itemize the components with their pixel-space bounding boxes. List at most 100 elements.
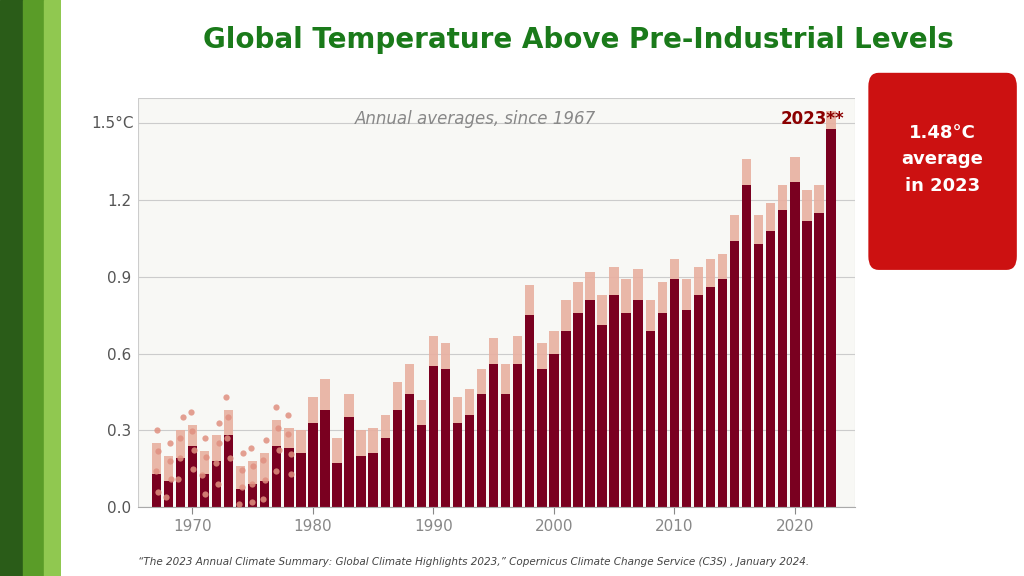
Bar — [766, 231, 775, 507]
Bar — [176, 430, 185, 458]
Bar — [429, 336, 438, 366]
Bar — [296, 453, 305, 507]
Bar — [706, 259, 715, 287]
Bar — [465, 415, 474, 507]
Bar — [754, 244, 763, 507]
Bar — [501, 395, 510, 507]
Bar — [200, 450, 209, 473]
Bar — [164, 456, 173, 482]
Bar — [138, 98, 855, 507]
Bar — [212, 461, 221, 507]
Bar — [429, 366, 438, 507]
Bar — [791, 182, 800, 507]
Bar — [730, 241, 739, 507]
Bar — [404, 364, 414, 395]
Bar — [742, 160, 752, 185]
Bar — [586, 272, 595, 300]
Bar — [417, 425, 426, 507]
Bar — [260, 482, 269, 507]
Bar — [344, 418, 353, 507]
Bar — [392, 410, 402, 507]
Bar — [622, 279, 631, 313]
Bar — [236, 489, 246, 507]
Bar — [296, 430, 305, 453]
Bar — [718, 279, 727, 507]
Bar — [573, 313, 583, 507]
Bar — [369, 453, 378, 507]
Bar — [657, 282, 667, 313]
Bar — [236, 466, 246, 489]
Bar — [200, 473, 209, 507]
Bar — [164, 482, 173, 507]
Bar — [586, 300, 595, 507]
Bar — [525, 315, 535, 507]
Bar — [826, 128, 836, 507]
Bar — [778, 185, 787, 210]
Bar — [525, 285, 535, 315]
Bar — [392, 382, 402, 410]
Bar — [718, 254, 727, 279]
Text: 1.48°C
average
in 2023: 1.48°C average in 2023 — [902, 124, 983, 195]
Bar — [344, 395, 353, 418]
Bar — [513, 336, 522, 364]
Bar — [597, 325, 607, 507]
Bar — [609, 267, 618, 295]
Bar — [477, 369, 486, 395]
Bar — [538, 369, 547, 507]
Text: 2023**: 2023** — [780, 110, 844, 128]
Bar — [272, 446, 282, 507]
Bar — [501, 364, 510, 395]
Bar — [645, 300, 655, 331]
Bar — [693, 295, 703, 507]
Bar — [814, 185, 823, 213]
Bar — [404, 395, 414, 507]
Bar — [224, 435, 233, 507]
Text: Annual averages, since 1967: Annual averages, since 1967 — [354, 110, 596, 128]
Bar — [321, 379, 330, 410]
Bar — [24, 0, 44, 576]
Bar — [356, 456, 366, 507]
Bar — [488, 364, 499, 507]
Bar — [513, 364, 522, 507]
Bar — [573, 282, 583, 313]
Bar — [187, 425, 198, 446]
Bar — [308, 397, 317, 423]
Bar — [248, 461, 257, 484]
Bar — [212, 435, 221, 461]
Bar — [272, 420, 282, 446]
Bar — [308, 423, 317, 507]
Bar — [488, 338, 499, 364]
Bar — [778, 210, 787, 507]
Bar — [381, 415, 390, 438]
Bar — [538, 343, 547, 369]
Bar — [260, 453, 269, 482]
Bar — [248, 484, 257, 507]
Bar — [321, 410, 330, 507]
FancyBboxPatch shape — [868, 73, 1017, 270]
Bar — [670, 259, 679, 279]
Bar — [730, 215, 739, 241]
Bar — [561, 331, 570, 507]
Bar — [561, 300, 570, 331]
Bar — [802, 221, 812, 507]
Bar — [333, 464, 342, 507]
Bar — [597, 295, 607, 325]
Bar — [549, 354, 558, 507]
Bar — [440, 369, 451, 507]
Bar — [381, 438, 390, 507]
Bar — [284, 427, 294, 448]
Bar — [802, 190, 812, 221]
Bar — [645, 331, 655, 507]
Text: “The 2023 Annual Climate Summary: Global Climate Highlights 2023,” Copernicus Cl: “The 2023 Annual Climate Summary: Global… — [138, 558, 809, 567]
Text: 1.5°C: 1.5°C — [92, 116, 134, 131]
Bar — [609, 295, 618, 507]
Bar — [791, 157, 800, 182]
Bar — [682, 310, 691, 507]
Bar — [465, 389, 474, 415]
Bar — [706, 287, 715, 507]
Bar — [657, 313, 667, 507]
Bar — [453, 397, 462, 423]
Text: Global Temperature Above Pre-Industrial Levels: Global Temperature Above Pre-Industrial … — [203, 26, 954, 54]
Bar — [152, 473, 161, 507]
Bar — [224, 410, 233, 435]
